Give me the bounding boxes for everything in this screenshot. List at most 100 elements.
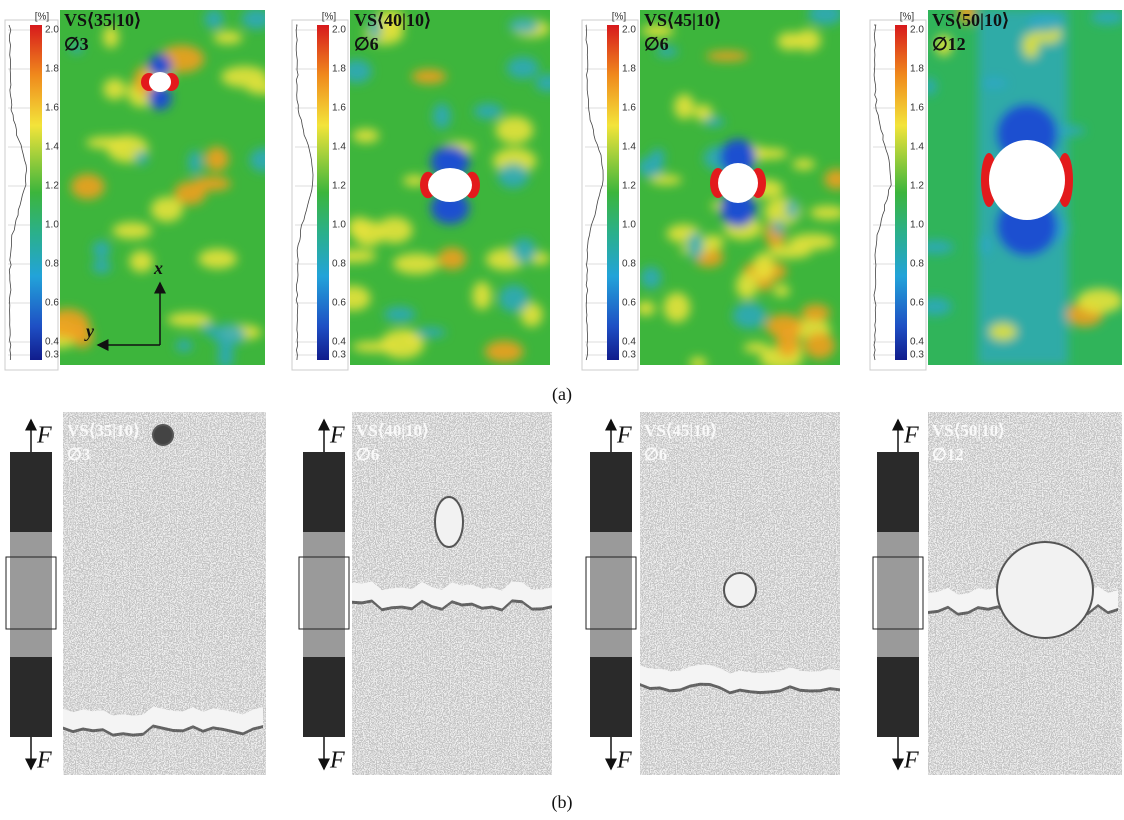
colorbar-unit: [%] bbox=[322, 12, 337, 23]
blob bbox=[213, 31, 242, 44]
specimen-label: VS⟨50|10⟩ bbox=[932, 10, 1009, 30]
hole bbox=[435, 497, 463, 547]
blob bbox=[93, 240, 111, 258]
blob bbox=[674, 94, 695, 119]
colorbar-tick: 0.6 bbox=[45, 298, 59, 309]
blob bbox=[801, 304, 830, 321]
blob bbox=[804, 332, 835, 359]
blob bbox=[205, 147, 229, 172]
colorbar-tick: 2.0 bbox=[45, 25, 59, 36]
hole bbox=[997, 542, 1093, 638]
hole bbox=[153, 425, 173, 445]
colorbar-tick: 0.8 bbox=[45, 259, 59, 270]
blob bbox=[786, 199, 799, 219]
colorbar-tick: 1.6 bbox=[332, 103, 346, 114]
colorbar-tick: 1.6 bbox=[910, 103, 924, 114]
colorbar-unit: [%] bbox=[612, 12, 627, 23]
blob bbox=[499, 285, 529, 312]
blob bbox=[753, 252, 774, 280]
colorbar bbox=[317, 25, 329, 360]
colorbar-tick: 0.4 bbox=[45, 337, 59, 348]
colorbar-tick: 2.0 bbox=[332, 25, 346, 36]
blob bbox=[498, 163, 529, 188]
force-label: F bbox=[616, 423, 632, 449]
specimen-label: VS⟨35|10⟩ bbox=[64, 10, 141, 30]
force-label: F bbox=[616, 748, 632, 774]
blob bbox=[700, 235, 724, 250]
blob bbox=[151, 197, 183, 222]
blob bbox=[71, 174, 105, 199]
colorbar-tick: 0.4 bbox=[332, 337, 346, 348]
colorbar-tick: 0.3 bbox=[622, 350, 636, 361]
blob bbox=[393, 253, 440, 274]
blob bbox=[703, 117, 724, 127]
colorbar-tick: 0.6 bbox=[910, 298, 924, 309]
colorbar-tick: 1.0 bbox=[332, 220, 346, 231]
blob bbox=[202, 323, 215, 335]
blob bbox=[129, 251, 153, 273]
blob bbox=[980, 77, 1007, 89]
blob bbox=[638, 157, 664, 178]
blob bbox=[92, 260, 111, 274]
colorbar bbox=[607, 25, 619, 360]
colorbar-tick: 1.8 bbox=[332, 64, 346, 75]
strain-map bbox=[636, 3, 849, 370]
blob bbox=[353, 220, 384, 246]
colorbar-tick: 0.8 bbox=[622, 259, 636, 270]
blob bbox=[193, 176, 231, 191]
diameter-label: ∅3 bbox=[64, 34, 89, 54]
blob bbox=[768, 245, 812, 259]
blob bbox=[112, 222, 152, 239]
strain-map bbox=[42, 9, 282, 370]
blob bbox=[438, 248, 466, 270]
specimen-label: VS⟨45|10⟩ bbox=[644, 421, 717, 440]
specimen-label: VS⟨40|10⟩ bbox=[356, 421, 429, 440]
force-label: F bbox=[36, 423, 52, 449]
hole bbox=[718, 163, 758, 203]
photo bbox=[928, 412, 1122, 775]
blob bbox=[218, 343, 234, 370]
blob bbox=[1077, 288, 1123, 313]
colorbar-tick: 1.0 bbox=[910, 220, 924, 231]
blob bbox=[977, 235, 991, 255]
colorbar-tick: 0.8 bbox=[910, 259, 924, 270]
specimen-label: VS⟨35|10⟩ bbox=[67, 421, 140, 440]
blob bbox=[690, 357, 707, 369]
colorbar-tick: 2.0 bbox=[910, 25, 924, 36]
blob bbox=[989, 323, 1017, 340]
axis-label: x bbox=[153, 258, 163, 278]
force-label: F bbox=[329, 423, 345, 449]
diameter-label: ∅12 bbox=[932, 445, 964, 464]
colorbar-tick: 1.6 bbox=[622, 103, 636, 114]
diameter-label: ∅6 bbox=[354, 34, 379, 54]
colorbar-tick: 1.8 bbox=[910, 64, 924, 75]
colorbar-tick: 0.4 bbox=[910, 337, 924, 348]
specimen-label: VS⟨50|10⟩ bbox=[932, 421, 1005, 440]
blob bbox=[687, 232, 703, 259]
blob bbox=[810, 206, 846, 220]
colorbar-tick: 1.0 bbox=[45, 220, 59, 231]
blob bbox=[824, 169, 849, 189]
blob bbox=[135, 151, 148, 165]
blob bbox=[415, 327, 446, 337]
blob bbox=[706, 51, 749, 61]
colorbar-tick: 1.4 bbox=[622, 142, 636, 153]
blob bbox=[485, 340, 524, 362]
blob bbox=[641, 266, 662, 289]
colorbar bbox=[895, 25, 907, 360]
blob bbox=[733, 302, 767, 329]
blob bbox=[352, 129, 379, 143]
strip-gauge bbox=[877, 532, 919, 657]
diameter-label: ∅6 bbox=[644, 34, 669, 54]
specimen-label: VS⟨40|10⟩ bbox=[354, 10, 431, 30]
strain-map bbox=[332, 10, 562, 365]
diameter-label: ∅3 bbox=[67, 445, 90, 464]
colorbar-tick: 0.3 bbox=[45, 350, 59, 361]
blob bbox=[86, 137, 131, 149]
axis-label: y bbox=[84, 321, 95, 341]
blob bbox=[773, 285, 789, 297]
colorbar-tick: 1.0 bbox=[622, 220, 636, 231]
blob bbox=[472, 281, 491, 309]
colorbar-tick: 0.3 bbox=[332, 350, 346, 361]
blob bbox=[103, 78, 126, 99]
